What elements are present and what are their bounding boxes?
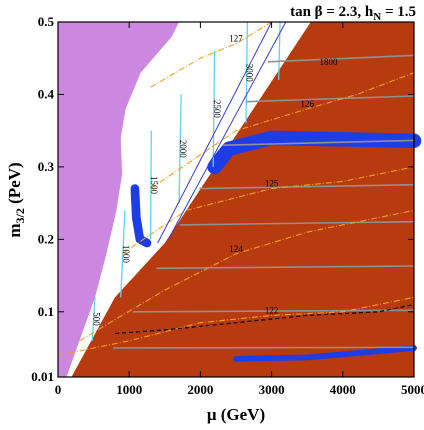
cyan-contour-label-5: 3000 — [245, 64, 255, 83]
relic-density-bands — [130, 130, 422, 362]
x-tick-label-5: 5000 — [401, 382, 424, 397]
grey-contour-2 — [156, 265, 415, 270]
grey-contour-5 — [222, 139, 415, 146]
contour-labels: 500 1000 1500 2000 2500 3000 1800 122 124 125 126 1… — [92, 34, 338, 327]
orange-contour-label-4: 127 — [229, 34, 243, 44]
y-tick-label-4: 0.4 — [38, 86, 55, 101]
diagonal-blue-lines — [157, 21, 287, 244]
title-subscript: N — [373, 11, 381, 23]
grey-contour-7 — [267, 54, 415, 63]
grey-contour-label-7: 1800 — [320, 57, 339, 67]
cyan-contour-label-3: 2000 — [178, 140, 188, 159]
orange-contour-3 — [150, 72, 415, 190]
excluded-regions — [58, 22, 414, 377]
black-dashed-line — [114, 304, 415, 335]
y-tick-label-5: 0.5 — [38, 14, 55, 29]
svg-text:m3/2 (PeV): m3/2 (PeV) — [5, 162, 27, 237]
diagonal-line-0 — [157, 21, 273, 244]
cyan-contour-2 — [149, 130, 152, 240]
orange-contour-label-0: 122 — [265, 305, 279, 315]
orange-contour-1 — [79, 209, 415, 342]
y-tick-label-2: 0.2 — [38, 231, 54, 246]
cyan-contour-label-1: 1000 — [121, 245, 131, 264]
grey-contour-6 — [246, 95, 415, 103]
svg-text:tan β = 2.3, hN = 1.5: tan β = 2.3, hN = 1.5 — [290, 4, 416, 23]
grey-contour-0 — [113, 346, 415, 349]
region-1 — [72, 22, 414, 377]
plot-frame — [57, 21, 415, 378]
title-tail: = 1.5 — [381, 4, 416, 20]
y-tick-label-0: 0.01 — [31, 369, 54, 384]
orange-contour-label-2: 125 — [265, 179, 279, 189]
cyan-contour-label-0: 500 — [92, 312, 102, 326]
y-tick-label-1: 0.1 — [38, 304, 54, 319]
orange-contour-label-1: 124 — [229, 244, 243, 254]
y-tick-label-3: 0.3 — [38, 159, 55, 174]
y-axis-title-main: m — [5, 223, 24, 237]
higgs-mass-contours — [57, 21, 415, 356]
grey-contour-3 — [179, 220, 415, 226]
y-axis: 0.01 0.1 0.2 0.3 0.4 0.5 — [31, 14, 414, 384]
cyan-contour-3 — [178, 94, 182, 204]
cyan-contour-label-4: 2500 — [212, 100, 222, 119]
relic-band-2 — [233, 345, 417, 362]
y-axis-title: m3/2 (PeV) — [5, 162, 27, 237]
plot-title: tan β = 2.3, hN = 1.5 — [290, 4, 416, 23]
x-axis: 0 1000 2000 3000 4000 5000 — [55, 22, 424, 397]
cyan-contour-6 — [278, 21, 281, 81]
x-tick-label-4: 4000 — [330, 382, 356, 397]
orange-contour-0 — [57, 296, 415, 356]
orange-contour-label-3: 126 — [300, 99, 314, 109]
grey-contour-1 — [132, 309, 415, 313]
cyan-contour-4 — [212, 50, 216, 167]
grey-contour-4 — [199, 183, 415, 190]
x-tick-label-3: 3000 — [259, 382, 285, 397]
grey-contours — [113, 54, 415, 349]
x-tick-label-1: 1000 — [116, 382, 142, 397]
y-axis-title-subscript: 3/2 — [13, 208, 27, 223]
region-0 — [58, 22, 179, 377]
cyan-contour-5 — [245, 21, 249, 124]
x-axis-title: μ (GeV) — [207, 405, 265, 424]
cyan-contours — [91, 21, 281, 341]
relic-band-1 — [130, 184, 152, 248]
x-tick-label-0: 0 — [55, 382, 62, 397]
title-main: tan β = 2.3, h — [290, 4, 374, 20]
x-tick-label-2: 2000 — [187, 382, 213, 397]
relic-band-0 — [207, 130, 422, 175]
cyan-contour-label-2: 1500 — [149, 176, 159, 195]
y-axis-title-tail: (PeV) — [5, 162, 24, 208]
orange-contour-2 — [121, 166, 415, 255]
black-dashed-contour — [114, 304, 415, 335]
diagonal-line-1 — [167, 21, 287, 240]
plot-area: 500 1000 1500 2000 2500 3000 1800 122 124 125 126 1… — [57, 21, 422, 378]
